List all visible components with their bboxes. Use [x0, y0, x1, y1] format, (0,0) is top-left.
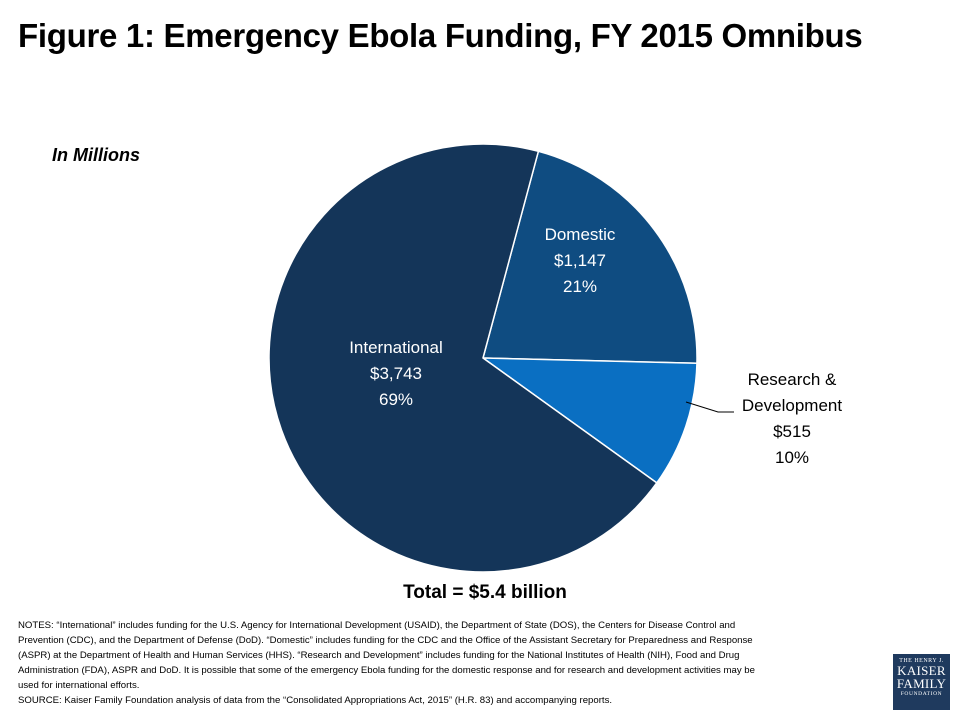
- slice-name-label: Research &: [748, 370, 837, 389]
- slice-percent-label: 21%: [563, 277, 597, 296]
- pie-slice-research-development: [480, 357, 698, 484]
- slice-percent-label: 10%: [775, 448, 809, 467]
- slice-value-label: $515: [773, 422, 811, 441]
- notes-line: NOTES: “International” includes funding …: [18, 620, 736, 631]
- pie-chart: Domestic $1,147 21% Research & Development $5…: [268, 143, 842, 573]
- slice-name-label: International: [349, 338, 443, 357]
- unit-label: In Millions: [52, 145, 140, 165]
- slice-name-label: Development: [742, 396, 842, 415]
- logo-line: FAMILY: [896, 676, 947, 691]
- leader-line: [685, 401, 734, 413]
- notes-line: (ASPR) at the Department of Health and H…: [18, 650, 740, 661]
- pie-slice-international: [268, 143, 658, 573]
- notes-line: Prevention (CDC), and the Department of …: [18, 635, 753, 646]
- notes-line: used for international efforts.: [18, 680, 140, 691]
- pie-slice-domestic: [482, 150, 698, 364]
- total-label: Total = $5.4 billion: [403, 582, 567, 603]
- notes: NOTES: “International” includes funding …: [18, 618, 873, 708]
- slice-percent-label: 69%: [379, 390, 413, 409]
- logo-line: THE HENRY J.: [899, 658, 944, 664]
- slice-value-label: $1,147: [554, 251, 606, 270]
- slice-value-label: $3,743: [370, 364, 422, 383]
- kff-logo: THE HENRY J. KAISER FAMILY FOUNDATION: [893, 654, 950, 710]
- slice-name-label: Domestic: [545, 225, 616, 244]
- source-line: SOURCE: Kaiser Family Foundation analysi…: [18, 695, 613, 706]
- chart-title: Figure 1: Emergency Ebola Funding, FY 20…: [18, 17, 863, 54]
- logo-line: FOUNDATION: [900, 691, 943, 697]
- notes-line: Administration (FDA), ASPR and DoD. It i…: [18, 665, 755, 676]
- logo-line: KAISER: [897, 663, 946, 678]
